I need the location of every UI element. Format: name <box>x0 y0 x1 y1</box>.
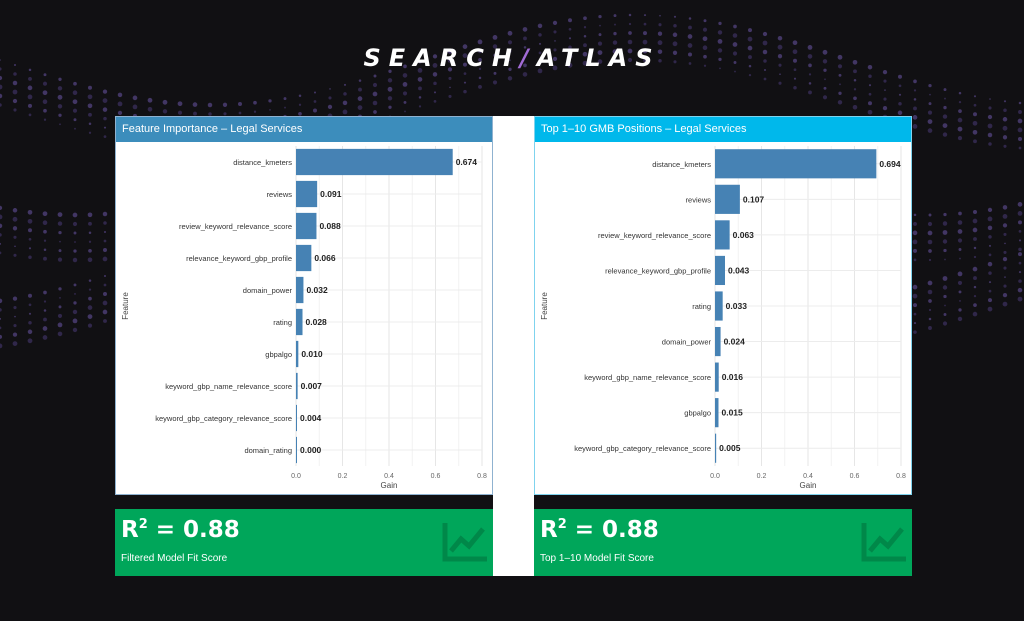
y-tick-label: keyword_gbp_name_relevance_score <box>165 382 292 391</box>
data-label: 0.000 <box>300 445 322 455</box>
data-label: 0.015 <box>721 408 743 418</box>
data-label: 0.007 <box>301 381 323 391</box>
panel-title: Feature Importance – Legal Services <box>116 117 492 142</box>
y-tick-label: domain_rating <box>244 446 292 455</box>
bar <box>715 149 877 179</box>
data-label: 0.004 <box>300 413 322 423</box>
x-axis-label: Gain <box>800 481 817 490</box>
bar <box>715 362 719 392</box>
bar <box>715 326 721 357</box>
y-tick-label: relevance_keyword_gbp_profile <box>186 254 292 263</box>
bar <box>715 398 719 428</box>
filtered-model-score-box: R2 = 0.88 Filtered Model Fit Score <box>115 509 493 576</box>
x-tick-label: 0.8 <box>477 473 487 480</box>
y-tick-label: rating <box>692 302 711 311</box>
bar <box>296 148 453 176</box>
panel-gap <box>493 116 534 576</box>
y-tick-label: reviews <box>267 190 293 199</box>
data-label: 0.033 <box>726 301 748 311</box>
bar <box>296 404 297 432</box>
x-tick-label: 0.6 <box>850 473 860 480</box>
search-atlas-logo: SEARCH/ATLAS <box>0 44 1024 72</box>
y-tick-label: domain_power <box>243 286 293 295</box>
y-tick-label: review_keyword_relevance_score <box>598 231 711 240</box>
data-label: 0.088 <box>319 221 341 231</box>
data-label: 0.005 <box>719 443 741 453</box>
data-label: 0.028 <box>306 317 328 327</box>
top-positions-chart: 0.0 0.2 0.4 0.6 0.8 distance_kmeters 0.694 revi… <box>540 146 906 490</box>
data-label: 0.063 <box>733 230 755 240</box>
score-label: Top 1–10 Model Fit Score <box>540 553 654 564</box>
data-label: 0.107 <box>743 194 765 204</box>
line-chart-icon <box>861 523 906 562</box>
r-squared-value: R2 = 0.88 <box>121 517 240 543</box>
panel-title: Top 1–10 GMB Positions – Legal Services <box>535 117 911 142</box>
data-label: 0.043 <box>728 265 750 275</box>
bar <box>296 276 304 304</box>
y-tick-label: keyword_gbp_category_relevance_score <box>574 444 711 453</box>
r-squared-value: R2 = 0.88 <box>540 517 659 543</box>
x-tick-label: 0.2 <box>338 473 348 480</box>
logo-word-atlas: ATLAS <box>536 44 661 72</box>
y-tick-label: relevance_keyword_gbp_profile <box>605 266 711 275</box>
x-tick-label: 0.4 <box>803 473 813 480</box>
line-chart-icon <box>442 523 487 562</box>
x-tick-label: 0.6 <box>431 473 441 480</box>
bar <box>715 184 740 214</box>
data-label: 0.024 <box>724 337 746 347</box>
x-tick-label: 0.0 <box>291 473 301 480</box>
data-label: 0.066 <box>314 253 336 263</box>
bar <box>715 255 725 286</box>
data-label: 0.010 <box>301 349 323 359</box>
bar <box>296 244 312 272</box>
logo-word-search: SEARCH <box>363 44 520 72</box>
bar <box>715 291 723 321</box>
top-positions-panel: Top 1–10 GMB Positions – Legal Services … <box>534 116 912 495</box>
data-label: 0.016 <box>722 372 744 382</box>
y-axis-label: Feature <box>121 292 130 320</box>
bar <box>296 180 318 208</box>
feature-importance-panel: Feature Importance – Legal Services 0.0 0… <box>115 116 493 495</box>
y-tick-label: rating <box>273 318 292 327</box>
x-tick-label: 0.4 <box>384 473 394 480</box>
x-tick-label: 0.2 <box>757 473 767 480</box>
top-model-score-box: R2 = 0.88 Top 1–10 Model Fit Score <box>534 509 912 576</box>
data-label: 0.091 <box>320 189 342 199</box>
data-label: 0.032 <box>306 285 328 295</box>
y-tick-label: distance_kmeters <box>233 158 292 167</box>
bar <box>296 372 298 400</box>
bar <box>296 340 299 368</box>
x-tick-label: 0.0 <box>710 473 720 480</box>
y-axis-label: Feature <box>540 292 549 320</box>
score-label: Filtered Model Fit Score <box>121 553 228 564</box>
bar <box>715 433 717 463</box>
y-tick-label: distance_kmeters <box>652 160 711 169</box>
bar <box>296 436 297 464</box>
y-tick-label: review_keyword_relevance_score <box>179 222 292 231</box>
y-tick-label: keyword_gbp_category_relevance_score <box>155 414 292 423</box>
x-tick-label: 0.8 <box>896 473 906 480</box>
logo-slash: / <box>519 44 537 72</box>
feature-importance-chart: 0.0 0.2 0.4 0.6 0.8 distance_kmeters 0.674 revi… <box>121 146 487 490</box>
x-axis-label: Gain <box>381 481 398 490</box>
bar <box>296 212 317 240</box>
bar <box>296 308 303 336</box>
y-tick-label: keyword_gbp_name_relevance_score <box>584 373 711 382</box>
y-tick-label: domain_power <box>662 338 712 347</box>
data-label: 0.674 <box>456 157 478 167</box>
y-tick-label: gbpalgo <box>265 350 292 359</box>
y-tick-label: gbpalgo <box>684 409 711 418</box>
data-label: 0.694 <box>879 159 901 169</box>
bar <box>715 220 730 250</box>
y-tick-label: reviews <box>686 195 712 204</box>
